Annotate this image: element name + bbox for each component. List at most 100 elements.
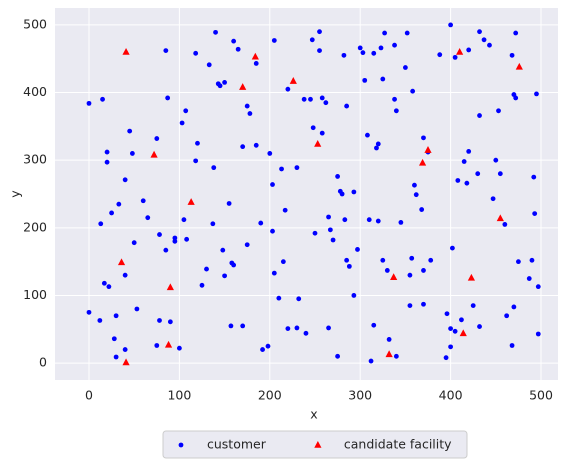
point [109,210,114,216]
point [211,165,217,171]
x-tick-label: 500 [529,388,553,403]
legend [162,430,468,459]
point [157,318,162,323]
point [104,159,110,165]
point [380,76,386,82]
point [271,38,277,43]
point [487,42,492,48]
point [222,273,227,279]
point [187,198,195,205]
point [104,149,110,155]
point [351,293,357,298]
point [452,328,458,334]
point [371,50,377,56]
y-tick-label: 0 [39,355,47,370]
point [319,130,325,136]
y-tick-label: 500 [23,16,47,31]
point [407,272,413,278]
point [375,218,381,224]
point [106,284,112,290]
point [270,182,275,187]
point [456,47,464,55]
point [493,157,499,163]
point [443,355,449,361]
point [339,191,345,197]
point [344,257,350,263]
point [122,272,128,278]
point [127,128,133,134]
point [117,258,126,266]
x-tick-label: 200 [258,388,282,403]
point [534,91,539,97]
x-tick-label: 100 [167,388,191,403]
point [226,201,232,206]
point [470,303,476,308]
point [424,146,432,153]
point [122,47,130,55]
point [459,317,464,323]
point [310,125,316,131]
point [317,48,322,54]
point [239,83,247,90]
legend-marker [314,441,322,448]
point [384,268,390,273]
point [368,358,374,364]
point [437,52,443,58]
point [529,257,535,263]
point [319,95,325,101]
point [314,139,322,147]
point [193,50,199,56]
point [251,52,259,60]
point [296,296,302,302]
point [419,207,425,212]
point [326,325,331,331]
point [477,29,482,35]
point [179,120,185,126]
point [513,95,519,101]
point [86,309,92,315]
point [260,347,265,352]
point [477,324,482,329]
point [392,42,397,48]
point [163,247,169,253]
point [140,198,146,204]
point [204,266,209,272]
legend-marker [178,442,184,448]
point [509,52,515,58]
x-tick-label: 0 [85,388,93,403]
x-tick-label: 300 [348,388,372,403]
point [122,347,128,352]
point [403,65,408,70]
point [116,201,122,207]
point [382,30,388,36]
point [516,259,521,265]
point [326,214,331,220]
point [235,46,241,52]
point [154,136,160,141]
point [421,301,426,307]
point [410,88,416,94]
point [122,177,128,183]
point [271,270,277,276]
point [308,96,313,102]
point [222,80,227,85]
y-tick-label: 400 [23,84,47,99]
point [351,189,357,195]
point [378,45,384,51]
point [100,96,105,102]
point [413,192,419,198]
point [380,257,386,263]
point [206,62,212,68]
point [97,318,103,323]
point [342,217,348,223]
point [258,220,264,226]
point [532,211,538,217]
point [312,230,318,236]
point [270,228,275,234]
y-tick-label: 100 [23,287,47,302]
point [448,344,454,350]
point [407,303,413,308]
point [172,235,178,241]
point [111,336,117,342]
point [327,227,333,233]
